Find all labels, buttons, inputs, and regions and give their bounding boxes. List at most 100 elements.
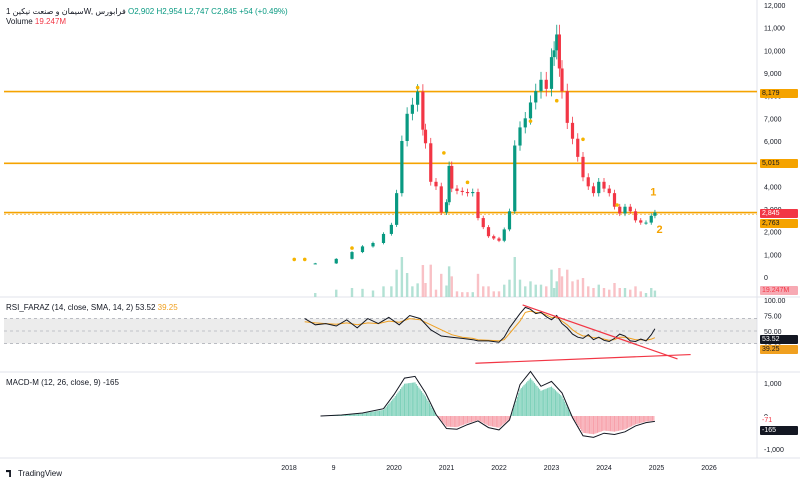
price-tick-label: 4,000 bbox=[764, 184, 782, 191]
candle-body bbox=[455, 188, 459, 191]
volume-bar bbox=[644, 293, 648, 297]
candle-body bbox=[534, 91, 538, 103]
candle-body bbox=[460, 190, 464, 192]
tradingview-footer[interactable]: TradingView bbox=[6, 469, 62, 478]
volume-bar bbox=[497, 291, 501, 297]
candle-body bbox=[334, 258, 338, 264]
macd-title[interactable]: MACD-M (12, 26, close, 9) bbox=[6, 378, 101, 387]
rsi-title[interactable]: RSI_FARAZ (14, close, SMA, 14, 2) bbox=[6, 303, 134, 312]
volume-bar bbox=[471, 292, 474, 297]
rsi-tick-label: 50.00 bbox=[764, 329, 782, 336]
wave-label-2: 2 bbox=[657, 224, 663, 236]
volume-bar bbox=[634, 286, 637, 297]
price-tick-label: 2,000 bbox=[764, 230, 782, 237]
volume-bar bbox=[534, 284, 537, 297]
candle-body bbox=[444, 202, 449, 213]
rsi-trendline-upper bbox=[522, 304, 678, 360]
volume-bar bbox=[558, 268, 561, 297]
candle-body bbox=[623, 206, 627, 214]
volume-bar bbox=[623, 288, 627, 297]
macd-value-pill: -165 bbox=[760, 426, 798, 435]
candle-body bbox=[557, 34, 561, 69]
macd-line bbox=[320, 370, 655, 438]
volume-bar bbox=[608, 289, 611, 297]
volume-bar bbox=[508, 279, 511, 297]
volume-bar bbox=[587, 286, 590, 297]
volume-bar bbox=[524, 286, 527, 297]
volume-bar bbox=[350, 288, 354, 297]
volume-bar bbox=[545, 286, 548, 297]
volume-bar bbox=[552, 288, 556, 297]
candle-body bbox=[644, 222, 648, 224]
signal-marker bbox=[615, 203, 619, 207]
volume-value: 19.247M bbox=[34, 17, 67, 26]
volume-bar bbox=[566, 269, 569, 297]
volume-bar bbox=[539, 284, 543, 297]
signal-marker bbox=[442, 151, 446, 155]
time-tick-label: 2026 bbox=[701, 465, 717, 472]
volume-bar bbox=[461, 292, 464, 297]
candle-body bbox=[492, 236, 496, 239]
volume-bar bbox=[597, 284, 600, 297]
volume-bar bbox=[476, 273, 480, 297]
candle-body bbox=[653, 212, 657, 216]
candle-body bbox=[560, 68, 564, 92]
volume-bar bbox=[434, 289, 438, 297]
candle-body bbox=[628, 206, 632, 212]
candle-body bbox=[502, 229, 506, 241]
signal-marker bbox=[465, 180, 470, 185]
candle-body bbox=[416, 91, 420, 105]
candle-body bbox=[591, 186, 596, 194]
price-tick-label: 6,000 bbox=[764, 139, 782, 146]
price-tick-label: 11,000 bbox=[764, 26, 785, 33]
volume-bar bbox=[529, 281, 532, 297]
candle-body bbox=[400, 141, 404, 194]
price-tick-label: 10,000 bbox=[764, 48, 786, 55]
volume-bar bbox=[518, 279, 522, 297]
volume-legend: Volume 19.247M bbox=[6, 17, 66, 27]
candle-body bbox=[360, 246, 365, 253]
volume-bar bbox=[487, 286, 490, 297]
candle-body bbox=[597, 181, 601, 194]
price-tick-label: 1,000 bbox=[764, 252, 782, 259]
volume-bar bbox=[455, 291, 459, 297]
symbol-title[interactable]: 1 سیمان و صنعت نیکینW, فرابورس bbox=[6, 7, 126, 16]
volume-bar bbox=[440, 273, 443, 297]
volume-bar bbox=[405, 273, 409, 297]
signal-marker bbox=[528, 119, 533, 123]
rsi-line bbox=[304, 306, 656, 343]
level-pill-2763: 2,763 bbox=[760, 219, 798, 228]
macd-tick-label: 1,000 bbox=[764, 381, 782, 388]
signal-marker bbox=[292, 257, 297, 262]
volume-bar bbox=[447, 266, 451, 297]
candle-body bbox=[528, 102, 533, 119]
candle-body bbox=[350, 252, 354, 259]
candle-body bbox=[565, 91, 569, 123]
volume-bar bbox=[576, 279, 579, 297]
rsi-trendline-lower bbox=[475, 353, 691, 364]
volume-bar bbox=[513, 257, 516, 297]
candle-body bbox=[423, 129, 428, 144]
candle-body bbox=[602, 181, 606, 189]
volume-bar bbox=[650, 288, 653, 297]
volume-bar bbox=[371, 290, 375, 297]
volume-bar bbox=[421, 265, 425, 297]
price-tick-label: 12,000 bbox=[764, 3, 786, 10]
candle-body bbox=[471, 192, 475, 194]
volume-bar bbox=[411, 286, 414, 297]
rsi-value: 53.52 bbox=[135, 303, 156, 312]
candle-body bbox=[395, 193, 399, 225]
candle-body bbox=[639, 220, 643, 223]
volume-bar bbox=[395, 269, 398, 297]
volume-bar bbox=[335, 289, 338, 297]
rsi-tick-label: 75.00 bbox=[764, 314, 782, 321]
time-tick-label: 2020 bbox=[386, 465, 402, 472]
time-tick-label: 2018 bbox=[281, 465, 297, 472]
candle-body bbox=[513, 145, 517, 212]
wave-label-1: 1 bbox=[650, 186, 656, 198]
volume-bar bbox=[466, 292, 469, 297]
candle-body bbox=[434, 181, 438, 187]
time-tick-label: 2025 bbox=[649, 465, 665, 472]
volume-bar bbox=[653, 290, 657, 297]
